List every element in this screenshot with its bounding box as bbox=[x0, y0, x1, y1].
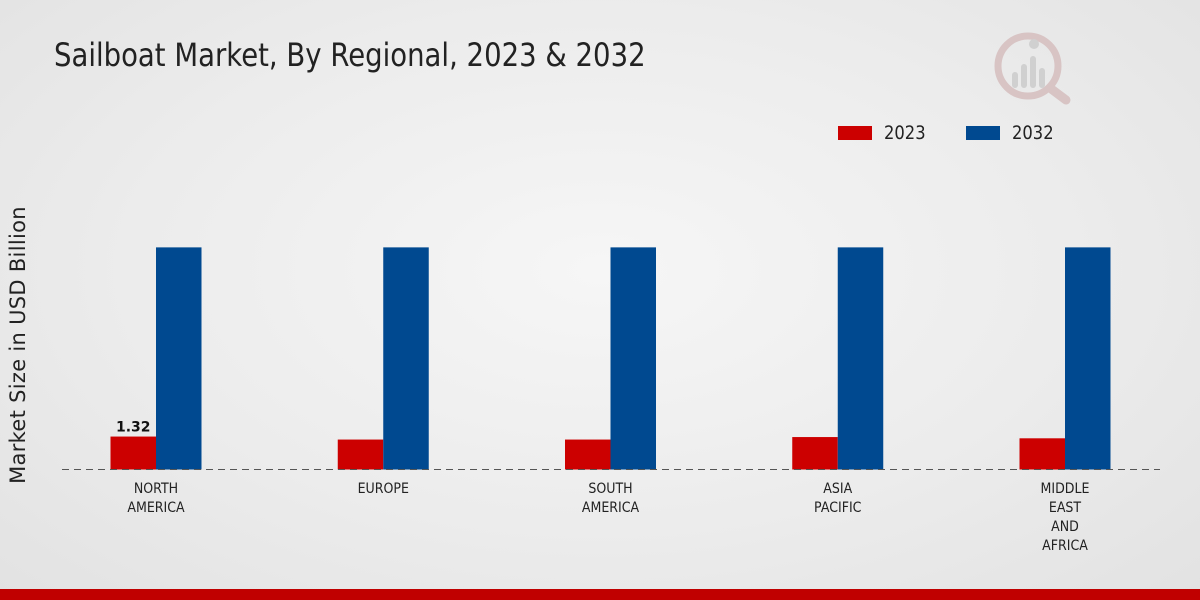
bar-2032-4 bbox=[1065, 247, 1111, 470]
bar-2023-0 bbox=[110, 436, 156, 470]
bar-2023-2 bbox=[565, 439, 611, 470]
data-label-0: 1.32 bbox=[116, 420, 151, 436]
x-tick-label-4-3: AFRICA bbox=[1042, 538, 1088, 554]
legend-swatch-2032 bbox=[966, 126, 1001, 140]
x-tick-label-4-0: MIDDLE bbox=[1041, 481, 1090, 497]
bar-2032-0 bbox=[156, 247, 202, 470]
legend-label-2032: 2032 bbox=[1012, 122, 1054, 144]
bar-2023-3 bbox=[792, 437, 838, 470]
bar-2032-3 bbox=[837, 247, 884, 470]
legend-label-2023: 2023 bbox=[884, 122, 926, 144]
legend-swatch-2023 bbox=[838, 126, 872, 140]
market-research-logo-icon bbox=[994, 32, 1071, 105]
bar-2032-1 bbox=[383, 247, 429, 470]
x-tick-label-1-0: EUROPE bbox=[358, 481, 409, 497]
chart-title: Sailboat Market, By Regional, 2023 & 203… bbox=[54, 36, 646, 74]
x-tick-label-4-1: EAST bbox=[1049, 500, 1082, 516]
x-tick-label-0-0: NORTH bbox=[134, 481, 178, 497]
legend-item-2032: 2032 bbox=[966, 122, 1060, 144]
chart-legend: 2023 2032 bbox=[838, 122, 1095, 144]
bar-2023-4 bbox=[1019, 438, 1065, 470]
x-tick-label-3-0: ASIA bbox=[823, 481, 852, 497]
bar-2023-1 bbox=[337, 439, 384, 470]
footer-accent-bar bbox=[0, 589, 1200, 600]
x-tick-label-3-1: PACIFIC bbox=[814, 500, 861, 516]
x-tick-label-2-0: SOUTH bbox=[588, 481, 632, 497]
bar-2032-2 bbox=[610, 247, 656, 470]
x-tick-label-4-2: AND bbox=[1051, 519, 1079, 535]
x-tick-label-0-1: AMERICA bbox=[127, 500, 184, 516]
x-tick-label-2-1: AMERICA bbox=[582, 500, 639, 516]
legend-item-2023: 2023 bbox=[838, 122, 932, 144]
